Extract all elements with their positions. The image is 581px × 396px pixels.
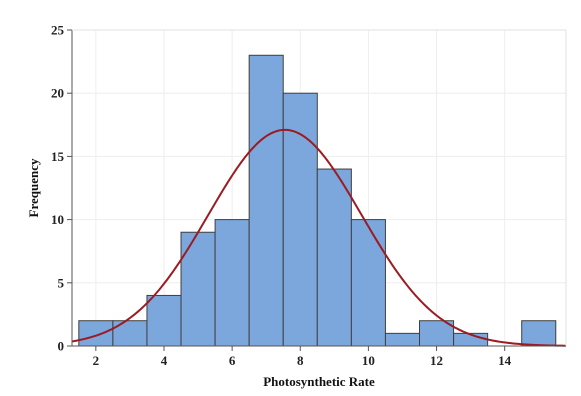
x-tick-label: 6 [229, 353, 236, 368]
histogram-bar [521, 320, 557, 347]
histogram-bar [214, 219, 250, 347]
x-tick-label: 12 [430, 353, 443, 368]
histogram-bar [146, 294, 182, 347]
histogram-bar [419, 320, 455, 347]
x-tick-label: 8 [297, 353, 304, 368]
histogram-bar [112, 320, 148, 347]
x-tick-label: 14 [498, 353, 512, 368]
histogram-bar [384, 332, 421, 347]
y-tick-label: 25 [51, 23, 65, 38]
histogram-bar [350, 219, 386, 347]
histogram-bar [180, 231, 216, 347]
x-axis-title: Photosynthetic Rate [263, 374, 375, 389]
x-tick-label: 2 [93, 353, 100, 368]
histogram-bar [316, 168, 352, 347]
x-axis-ticks: 2 4 6 8 10 12 14 [93, 346, 512, 368]
y-tick-label: 10 [51, 212, 64, 227]
y-axis-title: Frequency [26, 158, 41, 217]
histogram-bar [78, 320, 114, 347]
y-tick-label: 5 [58, 275, 65, 290]
histogram-bars [78, 54, 557, 347]
y-tick-label: 20 [51, 86, 64, 101]
x-tick-label: 4 [161, 353, 168, 368]
y-axis-ticks: 0 5 10 15 20 25 [51, 23, 72, 354]
histogram-bar [282, 92, 318, 347]
axes [71, 29, 567, 347]
y-tick-label: 0 [58, 339, 65, 354]
y-tick-label: 15 [51, 149, 65, 164]
histogram-bar [248, 54, 284, 347]
normal-fit-curve [71, 128, 567, 347]
x-tick-label: 10 [362, 353, 375, 368]
